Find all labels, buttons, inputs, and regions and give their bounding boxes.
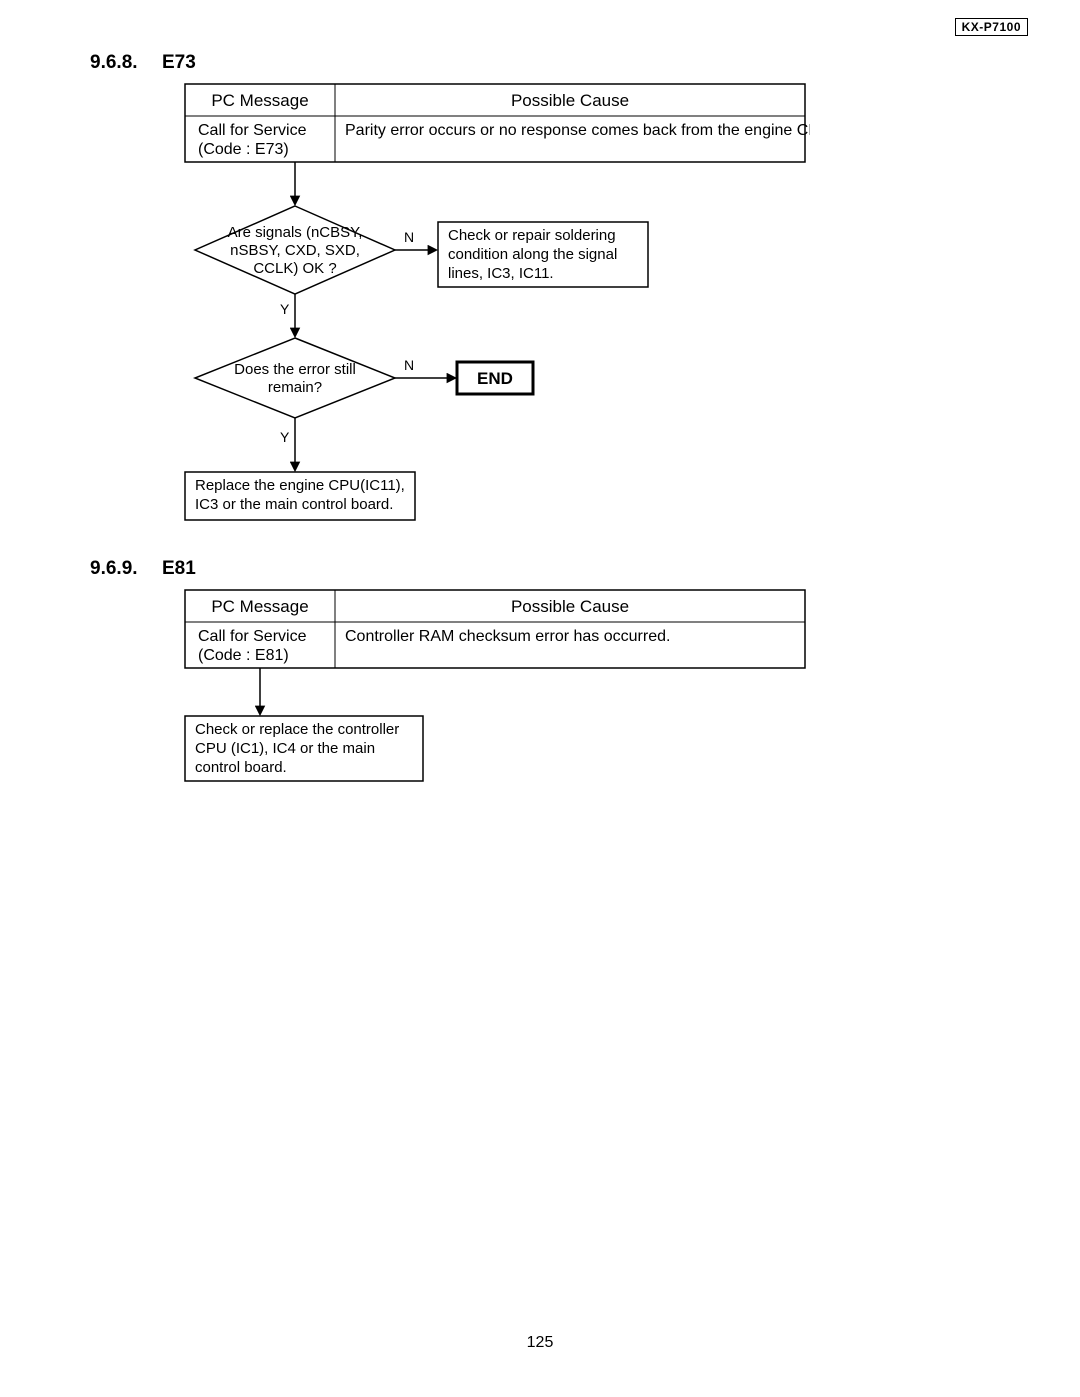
td-cause1: Parity error occurs or no response comes…: [345, 122, 810, 139]
td-msg2-l1: Call for Service: [198, 628, 307, 645]
th-pcmsg-1: PC Message: [211, 91, 308, 110]
th-cause-1: Possible Cause: [511, 91, 629, 110]
section-number-1: 9.6.8.: [90, 52, 138, 74]
d2-l2: remain?: [268, 379, 322, 396]
end-label: END: [477, 369, 513, 388]
e81-a-l1: Check or replace the controller: [195, 721, 399, 738]
a1-l2: condition along the signal: [448, 246, 617, 263]
td-msg1-l1: Call for Service: [198, 122, 307, 139]
a2-l1: Replace the engine CPU(IC11),: [195, 477, 405, 494]
d1-n: N: [404, 229, 414, 245]
d1-l1: Are signals (nCBSY,: [228, 224, 363, 241]
e81-a-l3: control board.: [195, 759, 287, 776]
th-cause-2: Possible Cause: [511, 597, 629, 616]
diagram-e73: PC Message Possible Cause Call for Servi…: [180, 82, 810, 527]
diagram-e81: PC Message Possible Cause Call for Servi…: [180, 588, 810, 798]
page-number: 125: [0, 1334, 1080, 1352]
th-pcmsg-2: PC Message: [211, 597, 308, 616]
td-cause2: Controller RAM checksum error has occurr…: [345, 628, 670, 645]
d2-y: Y: [280, 429, 290, 445]
a2-l2: IC3 or the main control board.: [195, 496, 393, 513]
model-label: KX-P7100: [955, 18, 1028, 36]
a1-l3: lines, IC3, IC11.: [448, 265, 554, 282]
d1-l2: nSBSY, CXD, SXD,: [230, 242, 360, 259]
section-number-2: 9.6.9.: [90, 558, 138, 580]
d2-l1: Does the error still: [234, 361, 356, 378]
d2-n: N: [404, 357, 414, 373]
td-msg1-l2: (Code : E73): [198, 141, 289, 158]
td-msg2-l2: (Code : E81): [198, 647, 289, 664]
d1-y: Y: [280, 301, 290, 317]
section-code-2: E81: [162, 558, 196, 580]
section-code-1: E73: [162, 52, 196, 74]
a1-l1: Check or repair soldering: [448, 227, 616, 244]
e81-a-l2: CPU (IC1), IC4 or the main: [195, 740, 375, 757]
d1-l3: CCLK) OK ?: [253, 260, 336, 277]
